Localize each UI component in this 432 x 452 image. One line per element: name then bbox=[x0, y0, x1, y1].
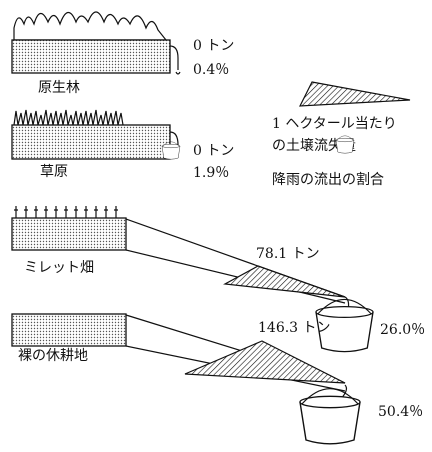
runoff-label: 1.9％ bbox=[193, 165, 229, 181]
fallow-row: 裸の休耕地 146.3 トン 50.4％ bbox=[11, 313, 423, 445]
row-label: 草原 bbox=[40, 164, 68, 180]
legend-runoff: 降雨の流出の割合 bbox=[272, 171, 384, 188]
runoff-label: 26.0％ bbox=[380, 322, 425, 338]
legend-soil-loss: の土壌流失量 bbox=[272, 138, 356, 154]
legend-soil-loss: 1 ヘクタール当たり bbox=[272, 116, 397, 132]
legend: 1 ヘクタール当たり の土壌流失量 降雨の流出の割合 bbox=[272, 81, 411, 188]
runoff-label: 0.4％ bbox=[193, 62, 229, 78]
millet-row: ミレット畑 78.1 トン 26.0％ bbox=[11, 206, 425, 353]
row-label: ミレット畑 bbox=[24, 260, 94, 276]
row-label: 原生林 bbox=[38, 80, 80, 96]
runoff-label: 50.4％ bbox=[378, 404, 423, 420]
soil-loss-label: 0 トン bbox=[193, 38, 234, 54]
soil-loss-label: 146.3 トン bbox=[258, 320, 331, 336]
grassland-row: 草原 0 トン 1.9％ bbox=[11, 109, 234, 181]
soil-loss-label: 0 トン bbox=[193, 143, 234, 159]
forest-row: 原生林 0 トン 0.4％ bbox=[11, 11, 234, 96]
soil-loss-label: 78.1 トン bbox=[256, 246, 320, 262]
row-label: 裸の休耕地 bbox=[18, 347, 88, 364]
